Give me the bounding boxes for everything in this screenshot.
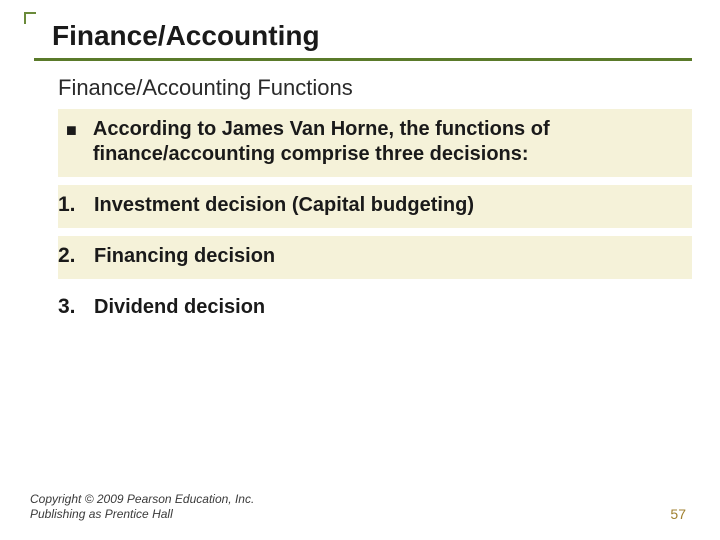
bullet-text: According to James Van Horne, the functi… bbox=[93, 117, 680, 167]
list-item: 1. Investment decision (Capital budgetin… bbox=[58, 185, 692, 228]
footer-line-2: Publishing as Prentice Hall bbox=[30, 507, 254, 522]
corner-ornament bbox=[24, 12, 36, 24]
list-text: Dividend decision bbox=[94, 295, 265, 320]
content-block: ■ According to James Van Horne, the func… bbox=[58, 109, 692, 330]
list-item: 3. Dividend decision bbox=[58, 287, 692, 330]
copyright-footer: Copyright © 2009 Pearson Education, Inc.… bbox=[30, 492, 254, 522]
title-wrap: Finance/Accounting bbox=[34, 20, 692, 61]
list-number: 1. bbox=[58, 193, 90, 217]
list-text: Financing decision bbox=[94, 244, 275, 269]
slide-title: Finance/Accounting bbox=[34, 20, 692, 52]
slide: Finance/Accounting Finance/Accounting Fu… bbox=[0, 0, 720, 540]
page-number: 57 bbox=[670, 506, 686, 522]
list-text: Investment decision (Capital budgeting) bbox=[94, 193, 474, 218]
slide-subtitle: Finance/Accounting Functions bbox=[58, 75, 692, 101]
square-bullet-icon: ■ bbox=[66, 120, 77, 141]
bullet-item: ■ According to James Van Horne, the func… bbox=[58, 109, 692, 177]
list-number: 2. bbox=[58, 244, 90, 268]
list-item: 2. Financing decision bbox=[58, 236, 692, 279]
footer-line-1: Copyright © 2009 Pearson Education, Inc. bbox=[30, 492, 254, 507]
list-number: 3. bbox=[58, 295, 90, 319]
